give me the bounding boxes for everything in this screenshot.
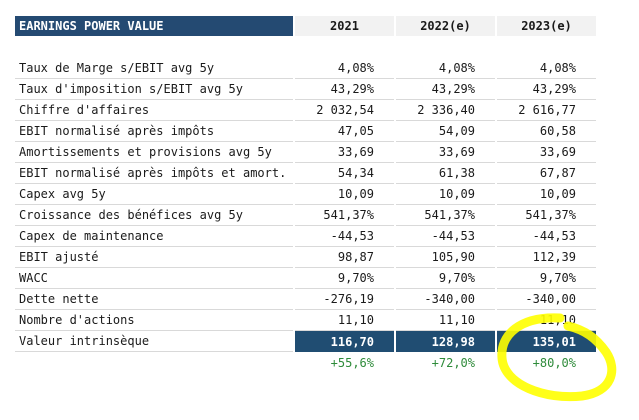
row-value: -276,19 xyxy=(295,289,394,310)
row-label: EBIT ajusté xyxy=(15,247,293,268)
row-value: 67,87 xyxy=(497,163,596,184)
row-value: 10,09 xyxy=(497,184,596,205)
upside-value-2023e: +80,0% xyxy=(532,355,576,370)
row-value: 54,34 xyxy=(295,163,394,184)
row-value: 33,69 xyxy=(497,142,596,163)
row-value: 10,09 xyxy=(295,184,394,205)
row-value: 60,58 xyxy=(497,121,596,142)
row-value: -44,53 xyxy=(295,226,394,247)
table-row: Amortissements et provisions avg 5y 33,6… xyxy=(15,142,598,163)
row-value: 11,10 xyxy=(295,310,394,331)
row-value: 11,10 xyxy=(497,310,596,331)
table-row: Taux d'imposition s/EBIT avg 5y 43,29% 4… xyxy=(15,79,598,100)
row-label: Taux de Marge s/EBIT avg 5y xyxy=(15,58,293,79)
row-value: 54,09 xyxy=(396,121,495,142)
row-value: 9,70% xyxy=(497,268,596,289)
row-value: 11,10 xyxy=(396,310,495,331)
row-value: -44,53 xyxy=(497,226,596,247)
column-header-2023e: 2023(e) xyxy=(497,16,596,36)
row-value: 43,29% xyxy=(295,79,394,100)
row-label: Dette nette xyxy=(15,289,293,310)
row-label: EBIT normalisé après impôts xyxy=(15,121,293,142)
table-row: Croissance des bénéfices avg 5y 541,37% … xyxy=(15,205,598,226)
row-value: 541,37% xyxy=(295,205,394,226)
row-value: 541,37% xyxy=(396,205,495,226)
table-row: WACC 9,70% 9,70% 9,70% xyxy=(15,268,598,289)
row-value: 105,90 xyxy=(396,247,495,268)
row-label: Capex avg 5y xyxy=(15,184,293,205)
table-row: EBIT ajusté 98,87 105,90 112,39 xyxy=(15,247,598,268)
table-row: Dette nette -276,19 -340,00 -340,00 xyxy=(15,289,598,310)
table-row: Chiffre d'affaires 2 032,54 2 336,40 2 6… xyxy=(15,100,598,121)
total-value-2022e: 128,98 xyxy=(396,331,495,352)
row-value: 33,69 xyxy=(295,142,394,163)
table-row: Capex avg 5y 10,09 10,09 10,09 xyxy=(15,184,598,205)
total-row: Valeur intrinsèque 116,70 128,98 135,01 xyxy=(15,331,598,352)
upside-label-blank xyxy=(15,352,293,373)
row-value: 61,38 xyxy=(396,163,495,184)
row-label: EBIT normalisé après impôts et amort. xyxy=(15,163,293,184)
row-value: 541,37% xyxy=(497,205,596,226)
row-value: 9,70% xyxy=(396,268,495,289)
total-value-2023e: 135,01 xyxy=(497,331,596,352)
row-value: -44,53 xyxy=(396,226,495,247)
row-value: 33,69 xyxy=(396,142,495,163)
row-label: Croissance des bénéfices avg 5y xyxy=(15,205,293,226)
row-value: 112,39 xyxy=(497,247,596,268)
row-value: -340,00 xyxy=(497,289,596,310)
table-row: EBIT normalisé après impôts 47,05 54,09 … xyxy=(15,121,598,142)
row-value: -340,00 xyxy=(396,289,495,310)
row-label: WACC xyxy=(15,268,293,289)
column-header-2021: 2021 xyxy=(295,16,394,36)
row-value: 10,09 xyxy=(396,184,495,205)
column-header-2022e: 2022(e) xyxy=(396,16,495,36)
table-row: Capex de maintenance -44,53 -44,53 -44,5… xyxy=(15,226,598,247)
row-value: 2 032,54 xyxy=(295,100,394,121)
table-title: EARNINGS POWER VALUE xyxy=(15,16,293,36)
row-value: 43,29% xyxy=(497,79,596,100)
upside-value-2021: +55,6% xyxy=(330,355,374,370)
total-label: Valeur intrinsèque xyxy=(15,331,293,352)
table-row: Taux de Marge s/EBIT avg 5y 4,08% 4,08% … xyxy=(15,58,598,79)
row-label: Capex de maintenance xyxy=(15,226,293,247)
row-value: 4,08% xyxy=(396,58,495,79)
upside-value-2022e: +72,0% xyxy=(431,355,475,370)
row-value: 98,87 xyxy=(295,247,394,268)
row-value: 47,05 xyxy=(295,121,394,142)
row-value: 4,08% xyxy=(295,58,394,79)
table-header: EARNINGS POWER VALUE 2021 2022(e) 2023(e… xyxy=(15,16,598,36)
total-value-2021: 116,70 xyxy=(295,331,394,352)
row-value: 2 616,77 xyxy=(497,100,596,121)
row-value: 43,29% xyxy=(396,79,495,100)
row-value: 2 336,40 xyxy=(396,100,495,121)
row-label: Chiffre d'affaires xyxy=(15,100,293,121)
upside-row: +55,6% +72,0% +80,0% xyxy=(15,352,598,373)
row-label: Amortissements et provisions avg 5y xyxy=(15,142,293,163)
row-value: 4,08% xyxy=(497,58,596,79)
table-row: EBIT normalisé après impôts et amort. 54… xyxy=(15,163,598,184)
row-label: Nombre d'actions xyxy=(15,310,293,331)
row-label: Taux d'imposition s/EBIT avg 5y xyxy=(15,79,293,100)
table-row: Nombre d'actions 11,10 11,10 11,10 xyxy=(15,310,598,331)
row-value: 9,70% xyxy=(295,268,394,289)
